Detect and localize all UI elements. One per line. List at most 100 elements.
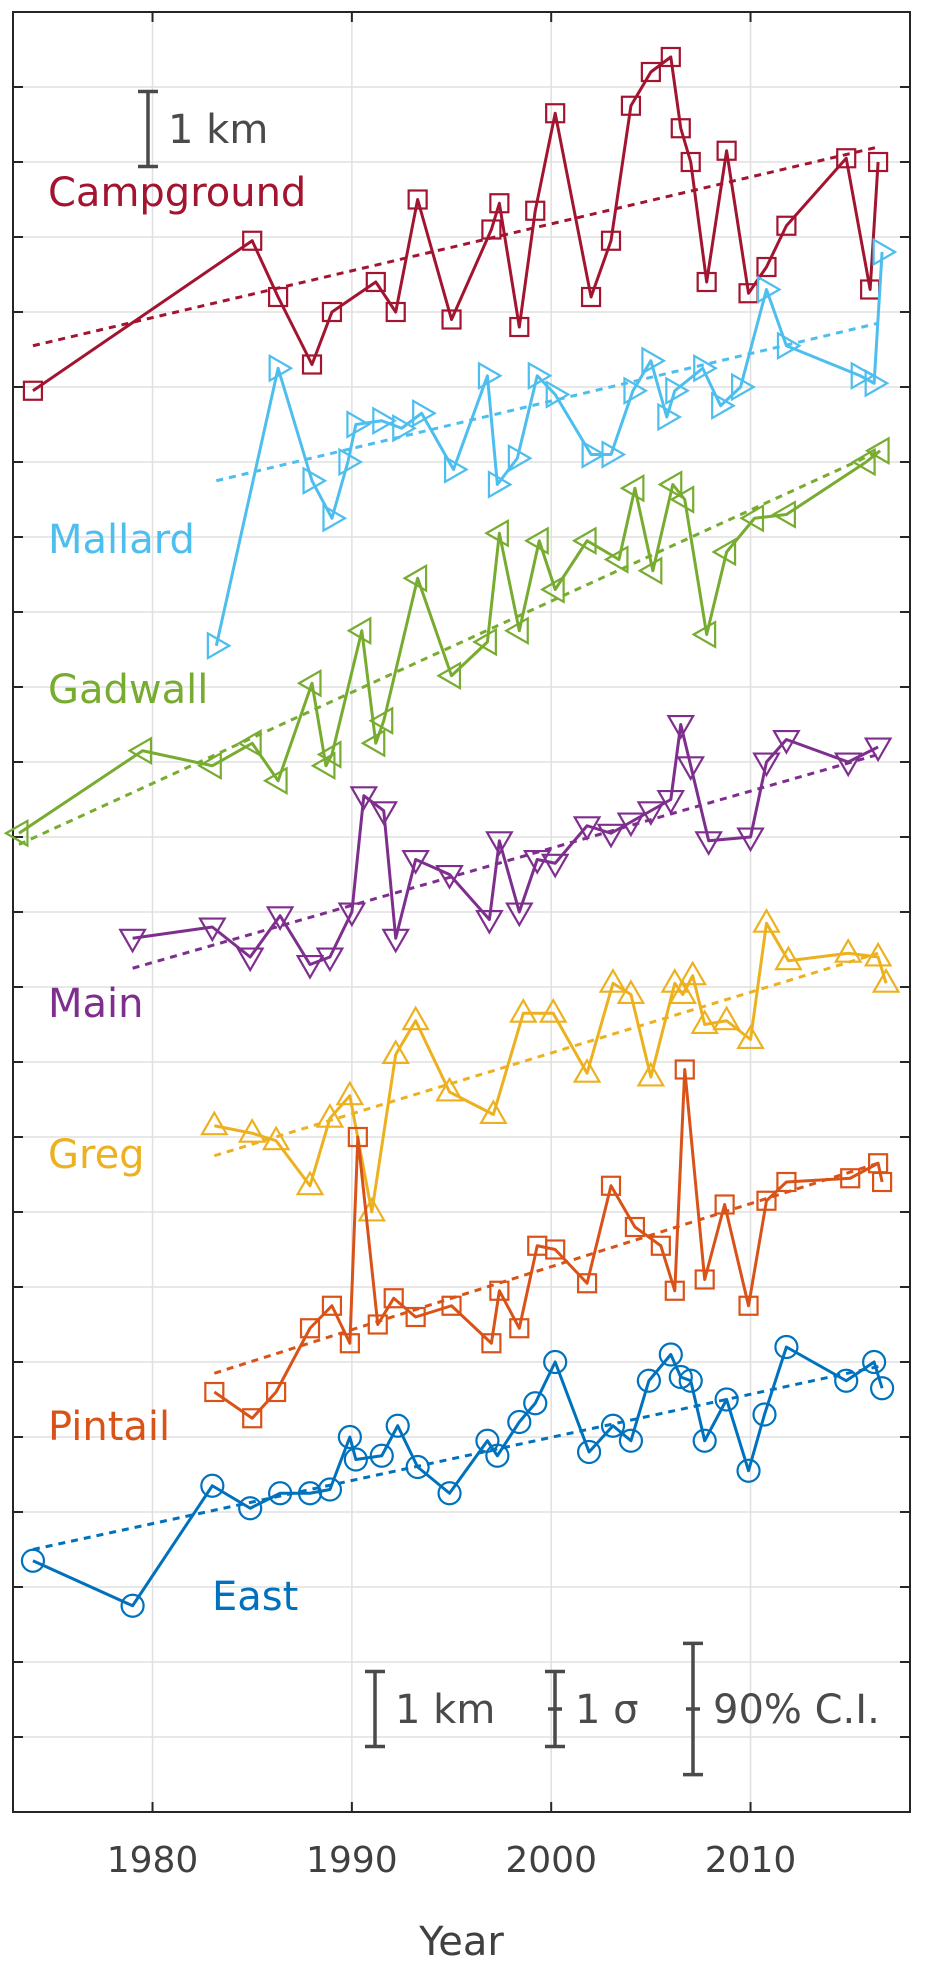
data-point (863, 737, 893, 763)
data-point (636, 801, 666, 826)
series-label-main: Main (48, 981, 144, 1027)
trend-line-east (32, 1364, 883, 1551)
data-point (637, 556, 663, 586)
data-point (339, 1333, 360, 1354)
data-point (522, 849, 552, 875)
data-point (674, 1059, 695, 1080)
data-point (347, 1126, 368, 1148)
data-point (776, 1171, 797, 1193)
data-point (545, 1239, 566, 1260)
data-point (407, 189, 428, 210)
scale-bar-bottom-km: 1 km (365, 1669, 495, 1749)
data-point (441, 309, 462, 330)
scale-bar-top-km: 1 km (138, 89, 268, 169)
scale-bar-label: 90% C.I. (713, 1687, 880, 1733)
data-point (343, 1447, 368, 1472)
data-point (872, 237, 898, 267)
data-point (598, 968, 628, 993)
data-point (310, 751, 336, 781)
data-point (315, 947, 345, 973)
data-point (738, 1295, 759, 1316)
data-point (666, 714, 696, 740)
data-point (20, 1548, 46, 1573)
data-point (509, 998, 538, 1023)
data-point (472, 627, 497, 657)
data-point (660, 46, 681, 68)
series-mallard (206, 237, 898, 661)
series-campground (22, 46, 889, 401)
data-point (596, 823, 626, 849)
data-point (636, 1061, 666, 1087)
series-gadwall (3, 436, 890, 848)
data-point (678, 960, 707, 986)
data-point (321, 301, 343, 323)
data-point (774, 945, 803, 971)
data-point (372, 406, 397, 436)
data-point (383, 1288, 404, 1309)
data-point (238, 1496, 263, 1521)
data-point (261, 1125, 291, 1151)
data-point (436, 661, 462, 691)
data-point (772, 729, 801, 755)
data-point (668, 979, 698, 1005)
data-point (485, 1443, 510, 1468)
data-point (369, 1443, 394, 1468)
data-point (22, 380, 44, 401)
data-point (204, 1381, 225, 1403)
data-point (868, 151, 889, 173)
data-point (670, 118, 691, 139)
data-point (771, 500, 796, 529)
data-point (752, 908, 781, 933)
data-point (317, 1477, 343, 1502)
data-point (262, 766, 288, 796)
data-point (481, 1333, 502, 1354)
data-point (197, 751, 222, 781)
data-point (668, 1364, 693, 1390)
data-point (572, 1058, 602, 1083)
data-point (538, 998, 568, 1023)
data-point (242, 230, 263, 251)
scale-bars: 1 km 1 km 1 σ 90% C.I. (138, 89, 880, 1777)
data-point (338, 447, 364, 477)
data-point (435, 864, 464, 890)
data-point (756, 256, 777, 278)
data-point (295, 954, 325, 980)
data-point (624, 1216, 646, 1238)
series-line (214, 251, 884, 647)
series-label-campground: Campground (48, 170, 306, 216)
data-point (869, 1376, 895, 1401)
data-point (322, 503, 348, 533)
data-point (714, 1387, 739, 1412)
data-point (616, 979, 646, 1005)
data-point (401, 849, 430, 875)
data-point (127, 736, 153, 766)
data-point (840, 1168, 861, 1189)
series-line (18, 449, 882, 835)
data-point (545, 380, 571, 409)
data-point (316, 740, 342, 769)
series-greg (200, 908, 901, 1222)
data-point (711, 537, 737, 567)
data-point (235, 947, 265, 973)
data-point (691, 620, 717, 649)
data-point (301, 354, 323, 375)
data-point (600, 1413, 626, 1438)
data-point (623, 376, 649, 406)
data-point (507, 1409, 532, 1435)
data-point (871, 1171, 893, 1193)
data-point (576, 1439, 602, 1465)
data-point (302, 466, 328, 496)
series-lines (3, 46, 901, 1618)
data-point (774, 1334, 799, 1360)
series-east (20, 1334, 895, 1618)
data-point (523, 1391, 548, 1416)
data-point (694, 1269, 715, 1290)
series-label-gadwall: Gadwall (48, 667, 208, 713)
data-point (660, 968, 690, 993)
data-point (656, 789, 686, 815)
data-point (580, 286, 602, 308)
x-tick-labels: 1980 1990 2000 2010 (107, 1840, 797, 1881)
trend-line-gadwall (18, 449, 881, 846)
data-point (504, 616, 529, 646)
data-point (367, 1314, 388, 1335)
